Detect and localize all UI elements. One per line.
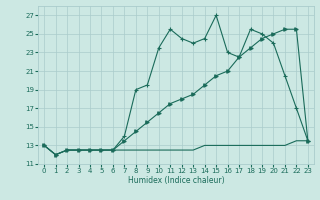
X-axis label: Humidex (Indice chaleur): Humidex (Indice chaleur): [128, 176, 224, 185]
